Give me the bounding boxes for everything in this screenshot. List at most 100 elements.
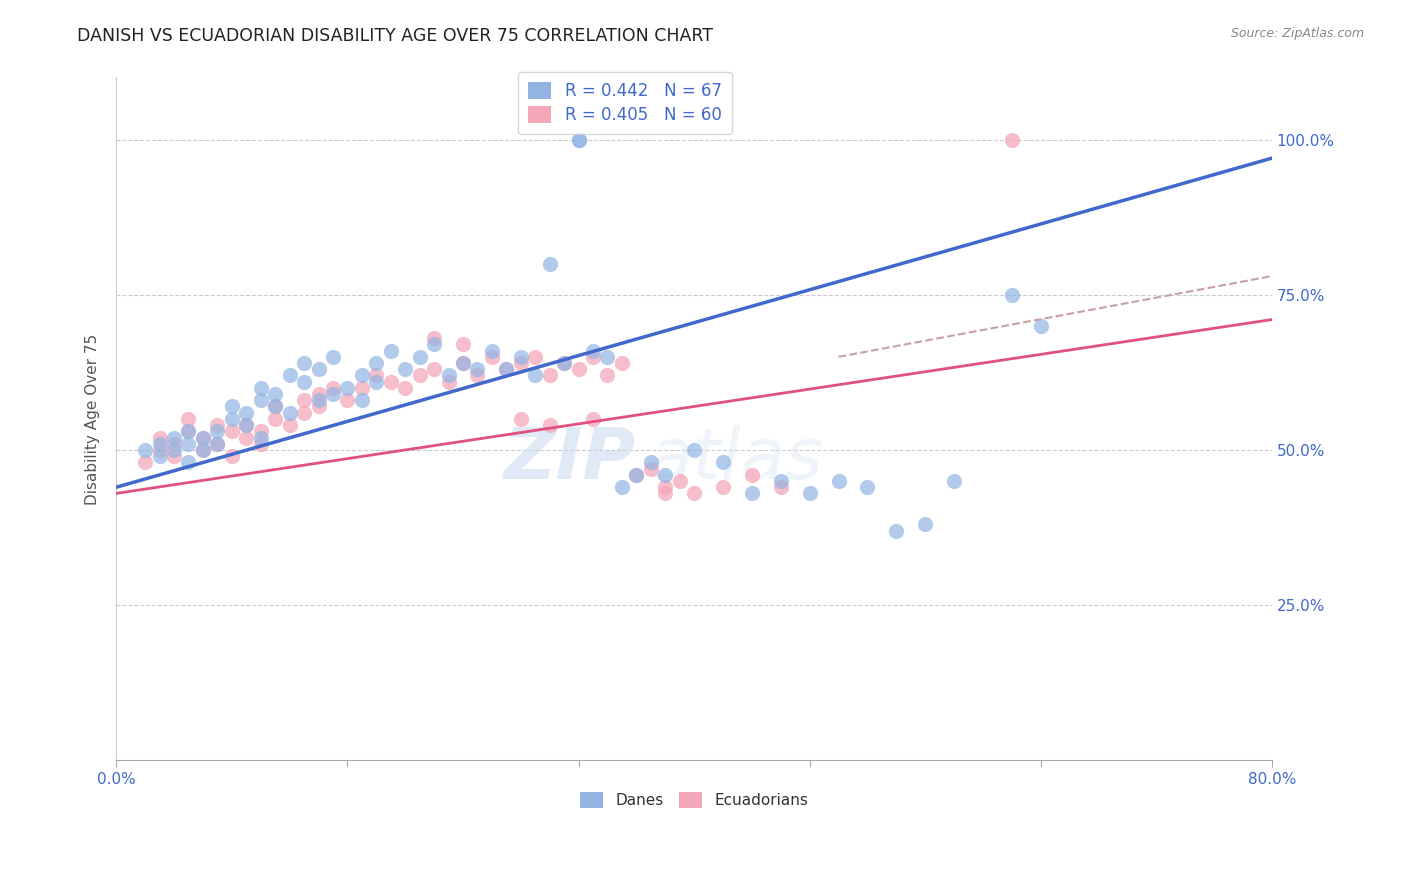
Point xyxy=(149,436,172,450)
Point xyxy=(249,393,271,408)
Text: Source: ZipAtlas.com: Source: ZipAtlas.com xyxy=(1230,27,1364,40)
Point xyxy=(308,400,330,414)
Point xyxy=(741,467,763,482)
Point xyxy=(884,524,907,538)
Y-axis label: Disability Age Over 75: Disability Age Over 75 xyxy=(86,334,100,505)
Point xyxy=(380,343,402,358)
Point xyxy=(1001,132,1024,146)
Point xyxy=(423,362,446,376)
Point xyxy=(249,381,271,395)
Point xyxy=(481,343,503,358)
Point xyxy=(191,442,214,457)
Point xyxy=(163,436,186,450)
Point xyxy=(322,381,344,395)
Point xyxy=(191,431,214,445)
Point xyxy=(308,387,330,401)
Point xyxy=(264,412,287,426)
Point xyxy=(149,442,172,457)
Point xyxy=(668,474,690,488)
Point xyxy=(322,387,344,401)
Point xyxy=(292,356,315,370)
Point xyxy=(610,480,633,494)
Point xyxy=(278,406,301,420)
Point xyxy=(943,474,966,488)
Point xyxy=(336,381,359,395)
Point xyxy=(711,480,734,494)
Point xyxy=(741,486,763,500)
Point xyxy=(451,356,474,370)
Point xyxy=(467,362,489,376)
Point xyxy=(134,442,156,457)
Point xyxy=(437,375,460,389)
Point xyxy=(711,455,734,469)
Point xyxy=(553,356,575,370)
Point xyxy=(524,368,547,383)
Text: atlas: atlas xyxy=(648,425,823,494)
Point xyxy=(366,356,388,370)
Point xyxy=(278,418,301,433)
Point xyxy=(235,418,257,433)
Point xyxy=(596,368,619,383)
Point xyxy=(177,425,200,439)
Point xyxy=(221,425,243,439)
Point xyxy=(292,393,315,408)
Point xyxy=(149,431,172,445)
Point xyxy=(408,368,430,383)
Point xyxy=(495,362,517,376)
Point xyxy=(610,356,633,370)
Point xyxy=(538,257,561,271)
Text: ZIP: ZIP xyxy=(505,425,637,494)
Point xyxy=(509,412,531,426)
Point xyxy=(582,350,605,364)
Point xyxy=(249,425,271,439)
Point xyxy=(423,337,446,351)
Text: DANISH VS ECUADORIAN DISABILITY AGE OVER 75 CORRELATION CHART: DANISH VS ECUADORIAN DISABILITY AGE OVER… xyxy=(77,27,713,45)
Point xyxy=(134,455,156,469)
Point xyxy=(654,467,676,482)
Point xyxy=(207,418,229,433)
Point xyxy=(567,132,589,146)
Point xyxy=(495,362,517,376)
Point xyxy=(163,431,186,445)
Point xyxy=(769,474,792,488)
Point xyxy=(177,412,200,426)
Point xyxy=(350,393,373,408)
Point xyxy=(914,517,936,532)
Point xyxy=(683,442,706,457)
Point xyxy=(626,467,648,482)
Point xyxy=(235,431,257,445)
Point xyxy=(683,486,706,500)
Point xyxy=(582,412,605,426)
Point xyxy=(1029,318,1052,333)
Point xyxy=(640,461,662,475)
Point xyxy=(221,412,243,426)
Point xyxy=(191,442,214,457)
Point xyxy=(249,436,271,450)
Point xyxy=(451,356,474,370)
Point xyxy=(596,350,619,364)
Point xyxy=(567,132,589,146)
Point xyxy=(567,362,589,376)
Point xyxy=(394,362,416,376)
Point xyxy=(177,425,200,439)
Point xyxy=(467,368,489,383)
Point xyxy=(799,486,821,500)
Legend: Danes, Ecuadorians: Danes, Ecuadorians xyxy=(574,786,814,814)
Point xyxy=(264,400,287,414)
Point xyxy=(177,455,200,469)
Point xyxy=(249,431,271,445)
Point xyxy=(366,375,388,389)
Point xyxy=(177,436,200,450)
Point xyxy=(538,418,561,433)
Point xyxy=(149,449,172,463)
Point xyxy=(366,368,388,383)
Point xyxy=(207,436,229,450)
Point xyxy=(308,362,330,376)
Point xyxy=(207,425,229,439)
Point xyxy=(191,431,214,445)
Point xyxy=(264,387,287,401)
Point xyxy=(163,442,186,457)
Point xyxy=(235,418,257,433)
Point xyxy=(292,406,315,420)
Point xyxy=(437,368,460,383)
